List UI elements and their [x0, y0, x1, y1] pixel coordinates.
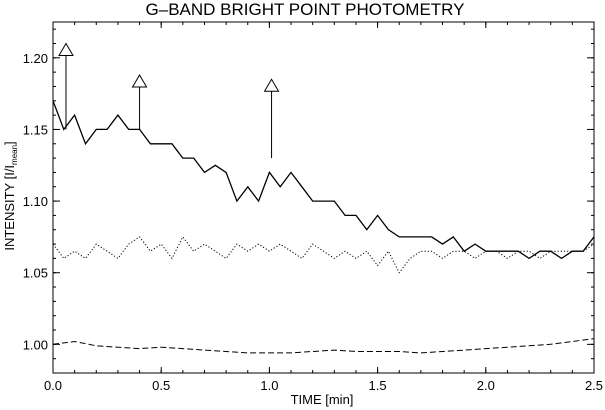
series-line-solid — [52, 100, 595, 260]
y-tick-label: 1.20 — [23, 51, 48, 66]
plot-frame — [52, 21, 595, 374]
y-axis-label-main: INTENSITY [I/I — [2, 165, 17, 251]
y-tick-label: 1.00 — [23, 337, 48, 352]
y-tick-label: 1.10 — [23, 194, 48, 209]
x-tick-label: 2.0 — [477, 378, 495, 393]
x-tick-label: 2.5 — [585, 378, 603, 393]
x-axis-ticks: 0.0 0.5 1.0 1.5 2.0 2.5 — [44, 22, 603, 393]
y-axis-label: INTENSITY [I/Imean] — [2, 141, 19, 250]
x-axis-label: TIME [min] — [291, 392, 354, 407]
series-line-dashed — [52, 338, 595, 354]
x-tick-label: 0.5 — [152, 378, 170, 393]
peak-arrow-head-icon — [263, 78, 280, 92]
y-axis-ticks: 1.00 1.05 1.10 1.15 1.20 — [23, 28, 594, 360]
peak-arrow-head-icon — [58, 42, 74, 56]
annotation-layer — [58, 42, 280, 159]
series-line-dotted — [52, 235, 595, 274]
x-tick-label: 1.5 — [369, 378, 387, 393]
x-tick-label: 1.0 — [260, 378, 278, 393]
x-tick-label: 0.0 — [44, 378, 62, 393]
y-tick-label: 1.15 — [23, 122, 48, 137]
series-layer — [52, 100, 595, 354]
peak-arrow-head-icon — [131, 74, 148, 88]
y-axis-label-close: ] — [2, 141, 17, 145]
svg-text:INTENSITY [I/Imean]: INTENSITY [I/Imean] — [2, 141, 19, 250]
plot-border — [52, 21, 595, 374]
y-axis-label-sub: mean — [10, 145, 19, 165]
y-tick-label: 1.05 — [23, 266, 48, 281]
chart-title: G–BAND BRIGHT POINT PHOTOMETRY — [146, 0, 465, 19]
